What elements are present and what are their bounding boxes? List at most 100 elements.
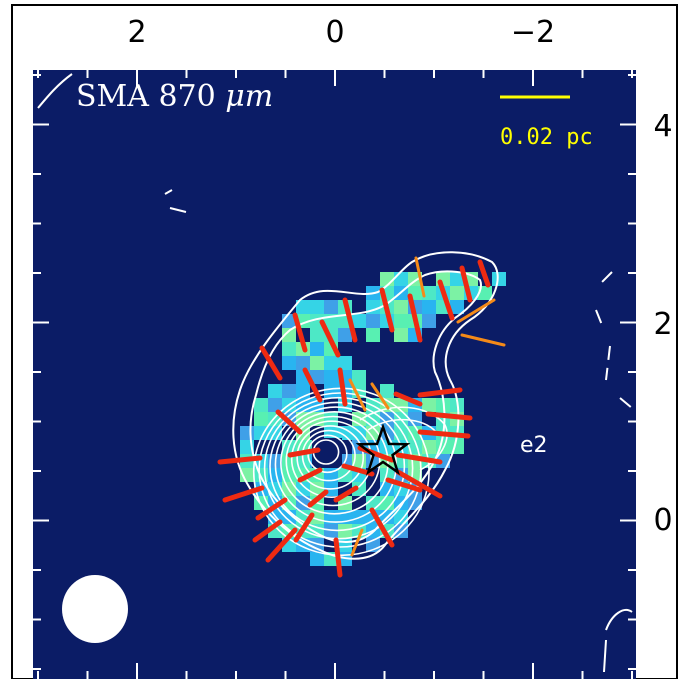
emission-pixel	[282, 384, 296, 398]
core-ring	[301, 429, 356, 482]
outer-frame	[11, 4, 678, 679]
polarization-vector	[350, 528, 364, 557]
emission-pixel	[492, 272, 506, 286]
polarization-vector	[477, 259, 491, 288]
emission-pixel	[422, 300, 436, 314]
emission-pixel	[310, 300, 324, 314]
emission-pixel	[268, 384, 282, 398]
emission-pixel	[324, 384, 338, 398]
emission-pixel	[338, 524, 352, 538]
emission-pixel	[324, 524, 338, 538]
x-tick-label: 2	[127, 15, 146, 50]
core-ring	[263, 396, 414, 540]
polarization-vector	[287, 447, 321, 458]
emission-pixel	[352, 314, 366, 328]
emission-pixel	[394, 272, 408, 286]
emission-pixel	[366, 328, 380, 342]
polarization-vector	[395, 469, 443, 499]
emission-pixel	[296, 300, 310, 314]
x-tick-label: 0	[325, 15, 344, 50]
polarization-vector	[417, 429, 471, 439]
x-tick-label: −2	[511, 15, 555, 50]
emission-pixel	[282, 342, 296, 356]
polarization-vector	[222, 485, 265, 503]
polarization-vector	[275, 409, 303, 435]
polarization-vector	[342, 297, 358, 343]
polarization-vector	[337, 367, 348, 407]
emission-pixel	[324, 370, 338, 384]
polarization-vector	[395, 452, 443, 465]
emission-pixel	[338, 356, 352, 370]
emission-pixel	[254, 398, 268, 412]
polarization-vector	[293, 512, 315, 543]
polarization-vector	[319, 319, 341, 358]
emission-pixel	[352, 370, 366, 384]
emission-pixel	[450, 300, 464, 314]
emission-pixel	[394, 328, 408, 342]
emission-pixel	[450, 286, 464, 300]
polarization-vector	[417, 387, 463, 398]
emission-pixel	[310, 552, 324, 566]
stray-contour-top-left	[37, 73, 73, 109]
panel-label: SMA 870 μm	[76, 79, 273, 114]
polarization-vector	[370, 382, 390, 410]
polarization-vector	[414, 256, 426, 298]
emission-pixel	[310, 370, 324, 384]
polarization-vector	[307, 489, 329, 508]
emission-pixel	[296, 412, 310, 426]
emission-pixel	[254, 412, 268, 426]
emission-pixel	[394, 510, 408, 524]
polarization-vectors	[217, 256, 506, 578]
stray-contour-bottom-right	[603, 609, 633, 673]
emission-pixel	[338, 328, 352, 342]
y-tick-label: 4	[653, 109, 672, 144]
polarization-vector	[425, 411, 473, 421]
polarization-vector	[265, 527, 298, 563]
emission-pixel	[324, 412, 338, 426]
inner-contour-2	[249, 270, 482, 543]
beam-ellipse	[62, 575, 128, 643]
polarization-vector	[385, 477, 423, 493]
star-icon	[355, 423, 411, 476]
emission-pixel	[394, 314, 408, 328]
emission-pixel	[366, 314, 380, 328]
emission-pixel	[422, 286, 436, 300]
polarization-vector	[302, 367, 323, 403]
emission-pixel	[268, 398, 282, 412]
polarization-vector	[348, 378, 367, 412]
axis-ticks	[33, 70, 636, 679]
emission-pixel	[408, 426, 422, 440]
emission-pixel	[450, 272, 464, 286]
source-label: e2	[520, 433, 548, 458]
polarization-vector	[459, 265, 473, 303]
polarization-vector	[297, 467, 323, 483]
emission-pixel	[394, 524, 408, 538]
east-ring	[359, 406, 448, 471]
polarization-vector	[252, 519, 283, 543]
polarization-vector	[407, 293, 423, 343]
emission-pixel	[282, 328, 296, 342]
scale-bar-label: 0.02 pc	[500, 125, 593, 150]
stray-contour-right	[595, 271, 633, 409]
emission-pixel	[380, 482, 394, 496]
emission-pixel	[422, 398, 436, 412]
polarization-vector	[333, 485, 359, 503]
emission-pixel	[254, 426, 268, 440]
emission-pixel	[478, 286, 492, 300]
polarization-vector	[369, 507, 395, 548]
polarization-vector	[255, 497, 288, 521]
emission-pixel	[310, 342, 324, 356]
core-ring	[296, 425, 365, 490]
polarization-vector	[437, 279, 455, 321]
outer-contour	[232, 251, 499, 560]
emission-pixel	[380, 384, 394, 398]
emission-pixel	[324, 356, 338, 370]
emission-pixel	[296, 356, 310, 370]
stray-contour-left	[164, 189, 187, 213]
y-tick-label: 0	[653, 503, 672, 538]
emission-pixel	[352, 482, 366, 496]
core-ring	[269, 401, 406, 532]
polarization-vector	[393, 391, 423, 407]
polarization-vector	[333, 537, 343, 578]
